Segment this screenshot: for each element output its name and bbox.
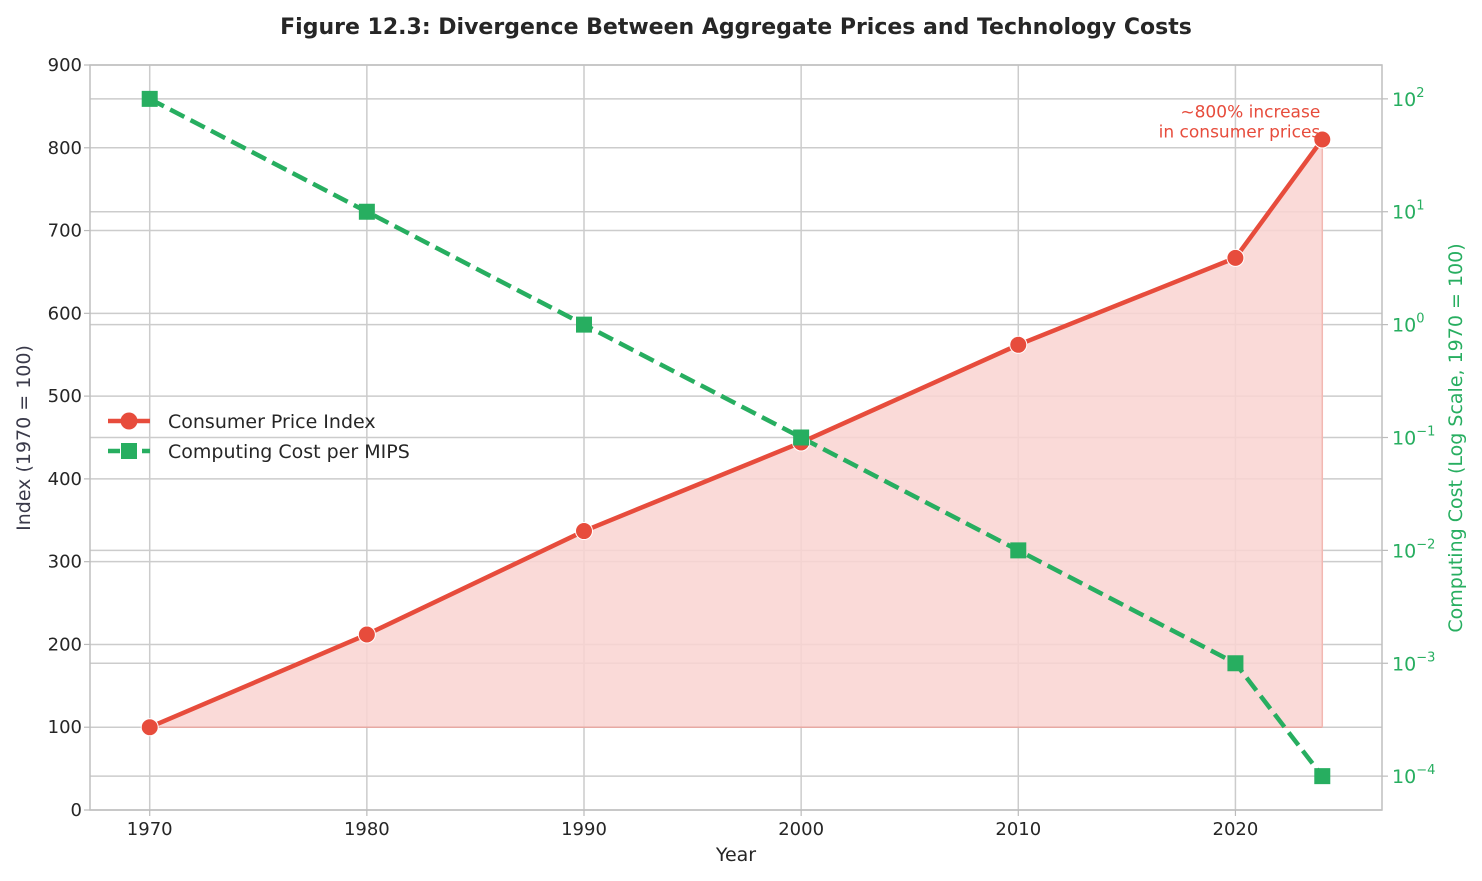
legend-label: Computing Cost per MIPS (168, 441, 410, 463)
tick-label-x: 2010 (995, 819, 1041, 840)
tick-label-right: 10−3 (1392, 650, 1435, 675)
tick-label-left: 100 (48, 717, 82, 738)
x-axis-ticks: 1970 1980 1990 2000 2010 2020 (127, 810, 1259, 840)
cpi-point (575, 522, 593, 541)
chart-title: Figure 12.3: Divergence Between Aggregat… (280, 15, 1192, 40)
tick-label-right: 100 (1392, 312, 1424, 337)
tick-label-x: 1970 (127, 819, 173, 840)
computing-cost-point (1314, 768, 1331, 785)
cpi-point (1313, 130, 1332, 149)
legend-marker-square (121, 443, 137, 459)
y-axis-right-label: Computing Cost (Log Scale, 1970 = 100) (1445, 243, 1467, 632)
tick-label-right: 10−2 (1392, 537, 1435, 562)
annotation-line: in consumer prices (1159, 123, 1321, 143)
tick-label-left: 900 (48, 55, 82, 76)
tick-label-left: 500 (48, 386, 82, 407)
tick-label-left: 300 (48, 552, 82, 573)
tick-label-right: 10−4 (1392, 763, 1435, 788)
left-axis-ticks: 0 100 200 300 400 500 600 700 800 900 (48, 55, 90, 821)
cpi-point (1226, 248, 1245, 267)
tick-label-right: 102 (1392, 86, 1424, 111)
computing-cost-point (1010, 542, 1027, 559)
cpi-point (140, 718, 159, 737)
computing-cost-point (1227, 655, 1244, 672)
legend-marker-circle (120, 412, 138, 430)
computing-cost-point (576, 316, 592, 333)
tick-label-right: 101 (1392, 199, 1424, 224)
tick-label-x: 1980 (344, 819, 390, 840)
tick-label-x: 2020 (1213, 819, 1259, 840)
tick-label-left: 400 (48, 469, 82, 490)
tick-label-left: 700 (48, 221, 82, 242)
cpi-point (357, 625, 376, 644)
legend: Consumer Price Index Computing Cost per M… (108, 411, 410, 463)
cpi-fill-path (149, 139, 1323, 728)
computing-cost-point (358, 203, 375, 220)
cpi-fill-area (149, 139, 1324, 728)
computing-cost-point (141, 90, 158, 107)
computing-cost-point (793, 429, 810, 446)
tick-label-left: 0 (71, 800, 82, 821)
tick-label-x: 2000 (778, 819, 824, 840)
legend-label: Consumer Price Index (168, 411, 376, 433)
y-axis-left-label: Index (1970 = 100) (13, 345, 35, 531)
tick-label-left: 200 (48, 634, 82, 655)
tick-label-right: 10−1 (1392, 425, 1435, 450)
tick-label-left: 600 (48, 303, 82, 324)
x-axis-label: Year (715, 844, 756, 866)
annotation-line: ~800% increase (1180, 103, 1320, 123)
tick-label-left: 800 (48, 138, 82, 159)
tick-label-x: 1990 (561, 819, 607, 840)
right-axis-ticks: 102 101 100 10−1 10−2 10−3 10−4 (1382, 86, 1435, 788)
cpi-point (1009, 335, 1028, 354)
series-layer (140, 90, 1332, 785)
